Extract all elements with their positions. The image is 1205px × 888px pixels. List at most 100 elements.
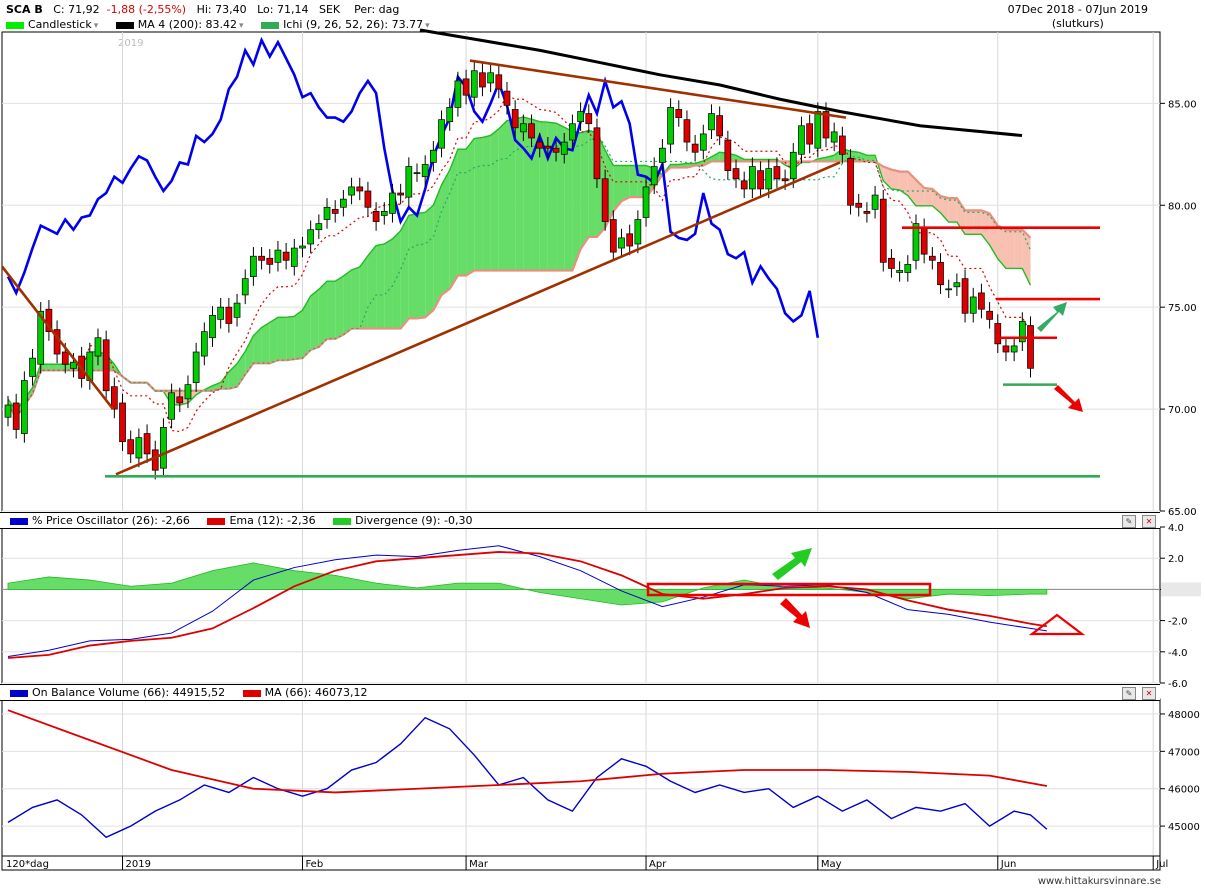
candle-down[interactable] <box>781 178 789 182</box>
candle-up[interactable] <box>348 186 355 196</box>
candle-down[interactable] <box>757 170 764 190</box>
candle-up[interactable] <box>70 361 77 369</box>
candle-up[interactable] <box>323 206 331 220</box>
candle-down[interactable] <box>397 192 404 196</box>
candle-down[interactable] <box>258 255 265 261</box>
candle-up[interactable] <box>29 357 36 377</box>
candle-down[interactable] <box>1002 345 1010 353</box>
candle-up[interactable] <box>642 186 650 218</box>
close-panel-icon[interactable]: ✕ <box>1142 687 1156 700</box>
candle-up[interactable] <box>953 282 961 288</box>
candle-down[interactable] <box>119 402 126 443</box>
legend-ppo[interactable]: % Price Oscillator (26): -2,66 <box>10 514 190 527</box>
legend-obv-ma[interactable]: MA (66): 46073,12 <box>242 686 367 699</box>
candle-up[interactable] <box>945 288 953 291</box>
candle-up[interactable] <box>380 211 388 216</box>
candle-down[interactable] <box>536 141 544 149</box>
dropdown-caret-icon[interactable]: ▾ <box>93 21 99 31</box>
candle-down[interactable] <box>855 202 863 208</box>
footer-url[interactable]: www.hittakursvinnare.se <box>1037 876 1161 887</box>
settings-wrench-icon[interactable]: ✎ <box>1122 515 1136 528</box>
candle-down[interactable] <box>552 147 560 153</box>
candle-up[interactable] <box>519 123 527 133</box>
settings-wrench-icon[interactable]: ✎ <box>1122 687 1136 700</box>
candle-down[interactable] <box>495 74 503 90</box>
candle-down[interactable] <box>528 123 535 139</box>
candle-down[interactable] <box>331 208 339 214</box>
candle-down[interactable] <box>12 402 20 430</box>
candle-down[interactable] <box>225 306 233 324</box>
candle-up[interactable] <box>659 147 666 163</box>
dropdown-caret-icon[interactable]: ▾ <box>425 21 430 31</box>
candle-down[interactable] <box>994 323 1002 345</box>
candle-up[interactable] <box>1010 345 1018 353</box>
candle-down[interactable] <box>773 166 781 180</box>
candle-up[interactable] <box>160 427 167 469</box>
candle-up[interactable] <box>634 219 642 245</box>
candle-up[interactable] <box>405 166 413 198</box>
candle-down[interactable] <box>601 178 609 222</box>
candle-up[interactable] <box>21 380 28 434</box>
candle-up[interactable] <box>274 249 282 263</box>
candle-up[interactable] <box>94 337 102 357</box>
candle-up[interactable] <box>650 166 658 186</box>
candle-down[interactable] <box>364 190 372 208</box>
candle-up[interactable] <box>470 70 478 98</box>
candle-down[interactable] <box>986 310 993 320</box>
candle-down[interactable] <box>176 396 184 404</box>
candle-down[interactable] <box>102 339 110 392</box>
candle-up[interactable] <box>217 306 225 320</box>
candle-up[interactable] <box>184 384 192 400</box>
candle-down[interactable] <box>503 90 511 106</box>
candle-up[interactable] <box>749 166 756 190</box>
candle-down[interactable] <box>151 449 159 471</box>
candle-down[interactable] <box>839 135 846 155</box>
legend-ma[interactable]: MA 4 (200): 83.42 ▾ <box>115 18 244 31</box>
candle-up[interactable] <box>241 278 249 296</box>
candle-down[interactable] <box>683 119 691 143</box>
candle-up[interactable] <box>421 164 429 178</box>
candle-down[interactable] <box>822 111 830 139</box>
candle-up[interactable] <box>307 229 315 245</box>
candle-down[interactable] <box>609 219 617 253</box>
candle-down[interactable] <box>282 251 290 261</box>
candle-up[interactable] <box>438 119 445 149</box>
candle-down[interactable] <box>127 439 135 455</box>
candle-up[interactable] <box>168 392 175 420</box>
candle-down[interactable] <box>593 127 601 180</box>
candle-down[interactable] <box>724 139 732 171</box>
candle-up[interactable] <box>487 72 494 84</box>
candle-down[interactable] <box>356 186 364 192</box>
legend-ema[interactable]: Ema (12): -2,36 <box>207 514 316 527</box>
candle-up[interactable] <box>340 198 347 208</box>
dropdown-caret-icon[interactable]: ▾ <box>239 21 244 31</box>
candle-up[interactable] <box>830 131 838 143</box>
candle-up[interactable] <box>454 80 462 108</box>
candle-down[interactable] <box>372 211 380 222</box>
legend-ichimoku[interactable]: Ichi (9, 26, 52, 26): 73.77 ▾ <box>261 18 430 31</box>
candle-down[interactable] <box>978 292 985 310</box>
candle-up[interactable] <box>708 113 715 131</box>
candle-up[interactable] <box>577 111 584 123</box>
candle-down[interactable] <box>961 278 969 314</box>
candle-down[interactable] <box>847 158 854 206</box>
candle-down[interactable] <box>888 257 895 269</box>
candle-down[interactable] <box>585 113 593 125</box>
legend-obv[interactable]: On Balance Volume (66): 44915,52 <box>10 686 225 699</box>
candle-down[interactable] <box>928 255 936 261</box>
candle-down[interactable] <box>143 433 151 455</box>
candle-up[interactable] <box>233 302 241 318</box>
candle-up[interactable] <box>389 192 396 214</box>
candle-up[interactable] <box>446 107 454 123</box>
candle-down[interactable] <box>626 233 634 247</box>
candle-down[interactable] <box>45 308 53 332</box>
candle-up[interactable] <box>560 141 568 155</box>
candle-down[interactable] <box>732 168 740 180</box>
candle-up[interactable] <box>290 247 298 267</box>
candle-down[interactable] <box>479 72 486 88</box>
candle-up[interactable] <box>209 314 216 339</box>
candle-up[interactable] <box>299 245 306 249</box>
candle-up[interactable] <box>1018 321 1026 343</box>
candle-down[interactable] <box>61 351 69 365</box>
candle-up[interactable] <box>4 404 12 418</box>
